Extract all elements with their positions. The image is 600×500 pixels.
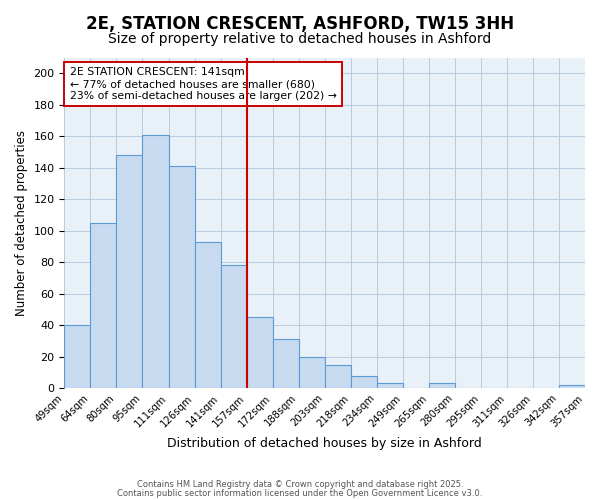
- Text: 2E, STATION CRESCENT, ASHFORD, TW15 3HH: 2E, STATION CRESCENT, ASHFORD, TW15 3HH: [86, 15, 514, 33]
- Y-axis label: Number of detached properties: Number of detached properties: [15, 130, 28, 316]
- Bar: [142, 134, 169, 388]
- Bar: [64, 325, 91, 388]
- Bar: [169, 166, 194, 388]
- Bar: [272, 340, 299, 388]
- Bar: [325, 364, 351, 388]
- Text: Contains HM Land Registry data © Crown copyright and database right 2025.: Contains HM Land Registry data © Crown c…: [137, 480, 463, 489]
- Bar: [116, 155, 142, 388]
- X-axis label: Distribution of detached houses by size in Ashford: Distribution of detached houses by size …: [167, 437, 482, 450]
- Bar: [299, 356, 325, 388]
- Bar: [91, 223, 116, 388]
- Bar: [377, 384, 403, 388]
- Bar: [221, 266, 247, 388]
- Bar: [194, 242, 221, 388]
- Text: Contains public sector information licensed under the Open Government Licence v3: Contains public sector information licen…: [118, 488, 482, 498]
- Bar: [559, 385, 585, 388]
- Bar: [247, 318, 272, 388]
- Bar: [351, 376, 377, 388]
- Text: Size of property relative to detached houses in Ashford: Size of property relative to detached ho…: [109, 32, 491, 46]
- Bar: [429, 384, 455, 388]
- Text: 2E STATION CRESCENT: 141sqm
← 77% of detached houses are smaller (680)
23% of se: 2E STATION CRESCENT: 141sqm ← 77% of det…: [70, 68, 337, 100]
